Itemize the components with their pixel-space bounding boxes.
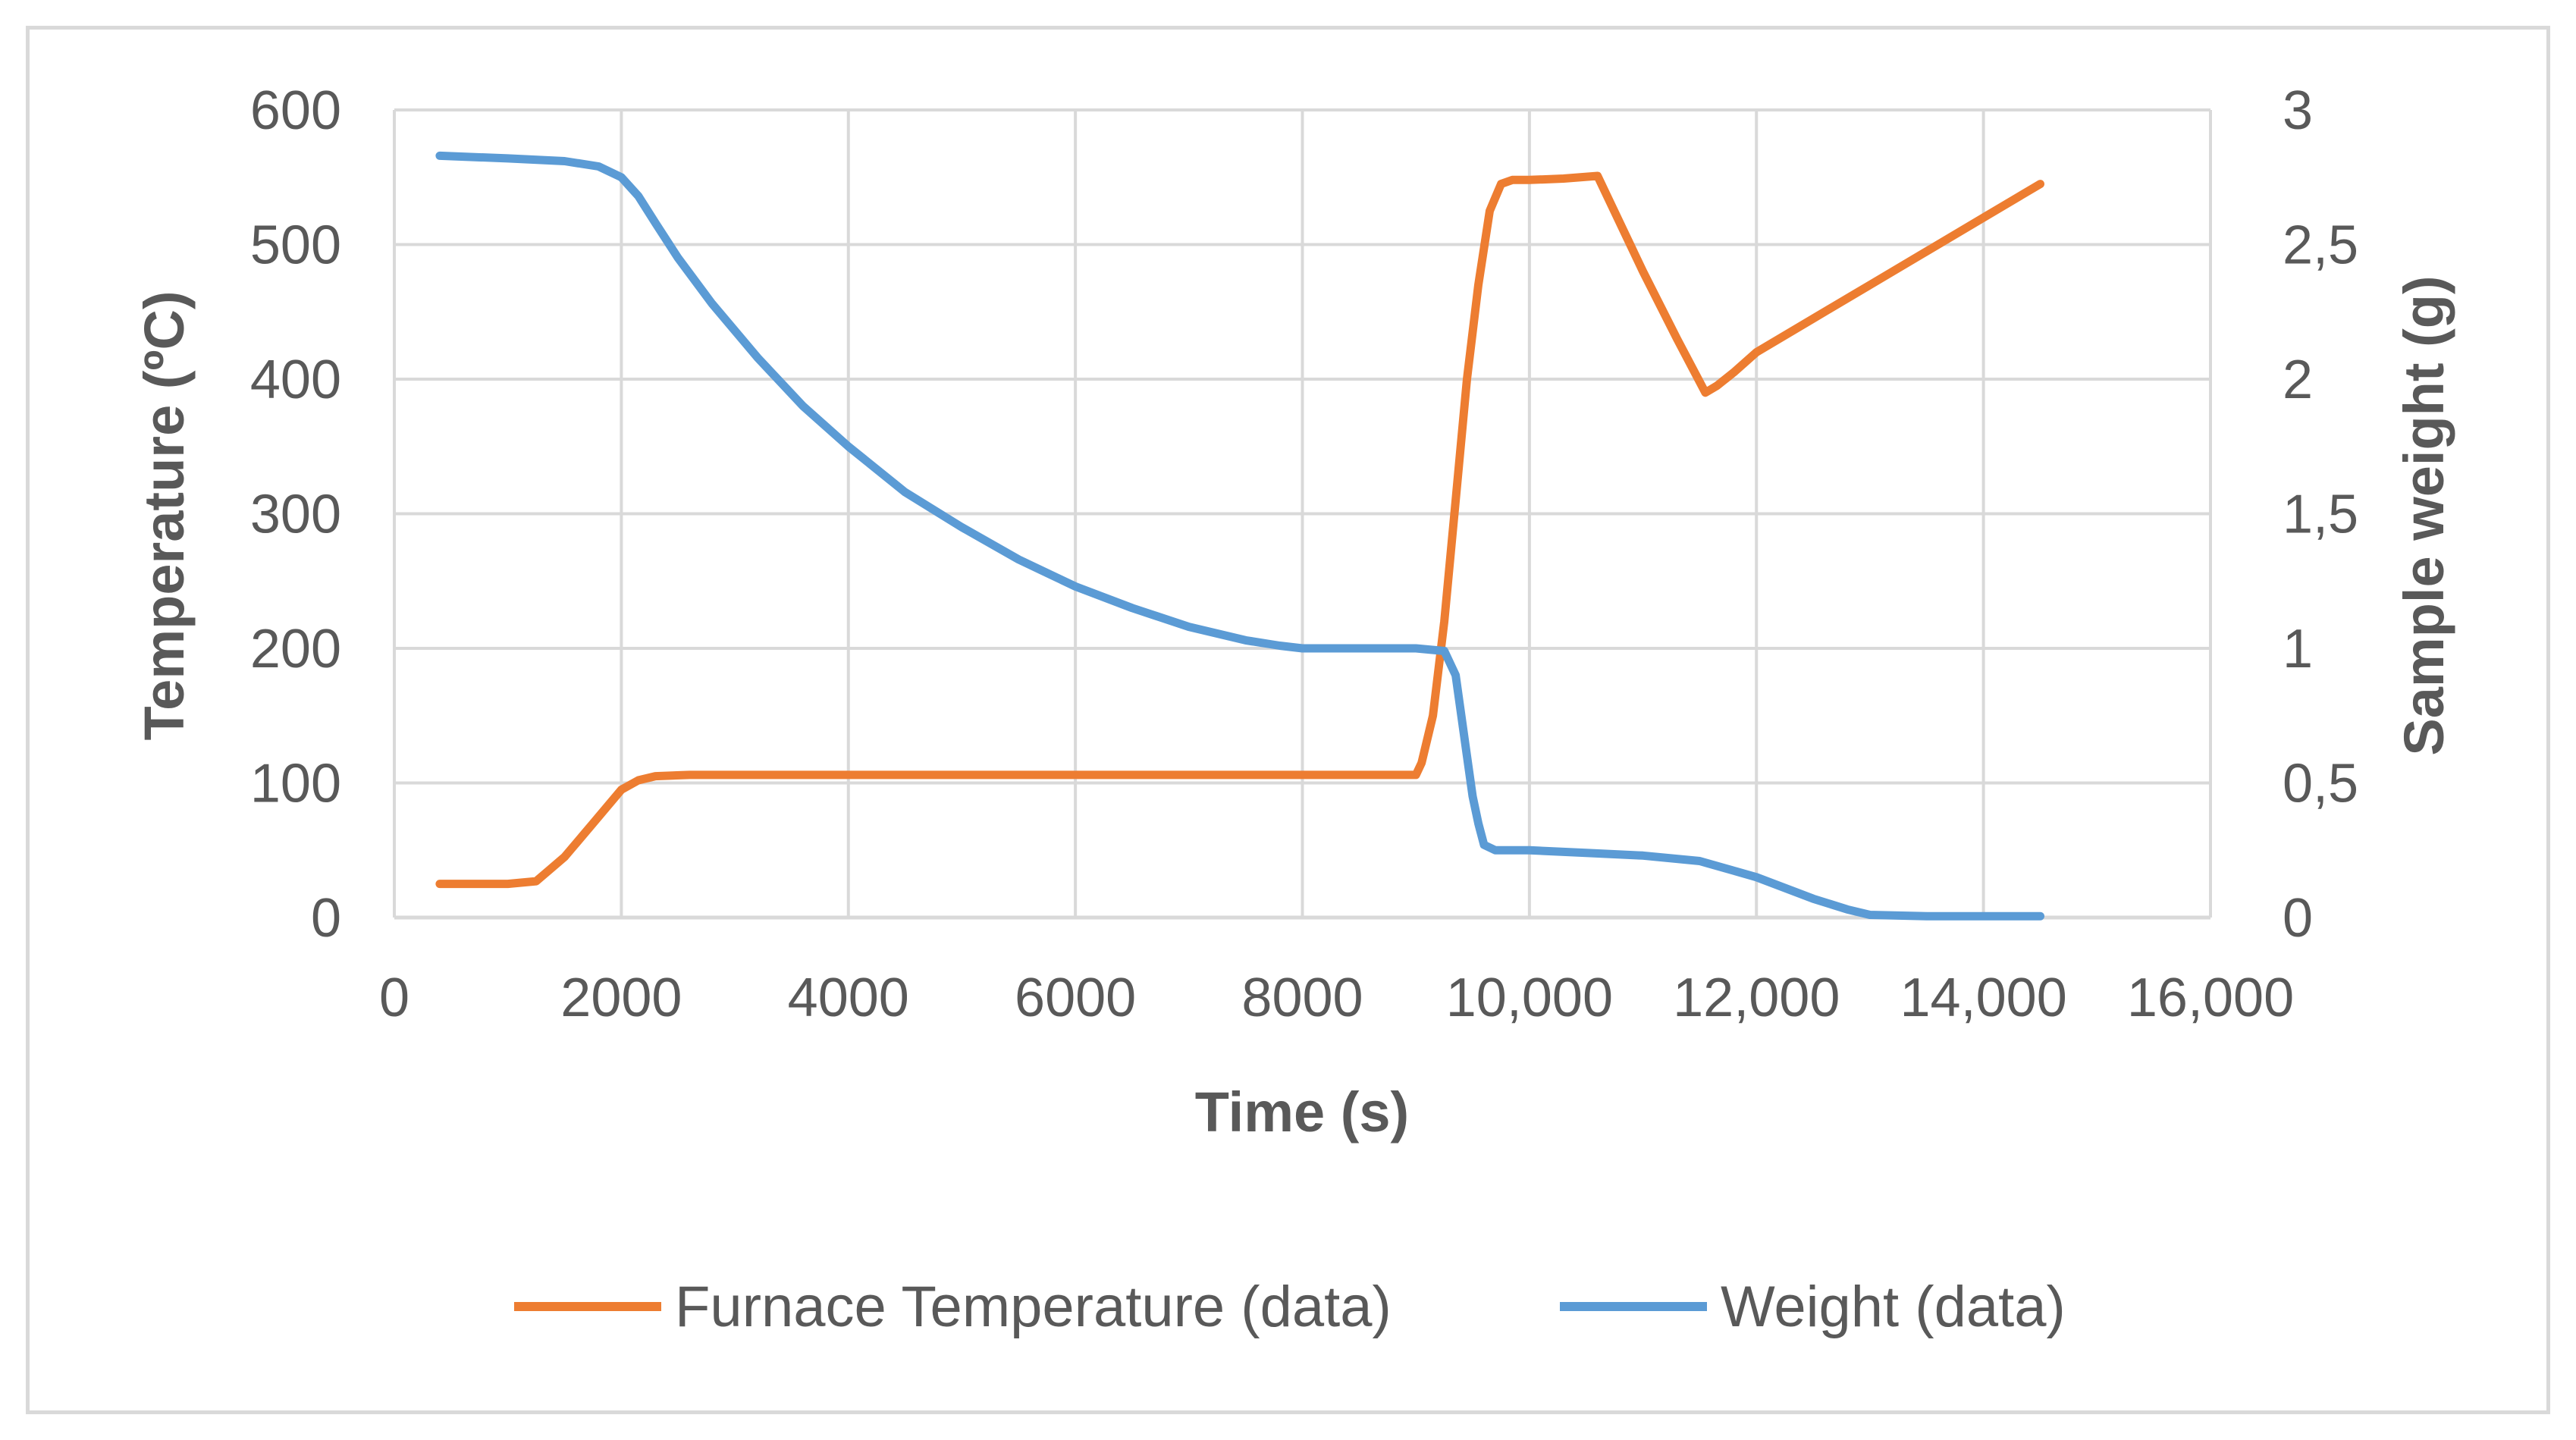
x-tick-label: 16,000 xyxy=(2127,968,2294,1028)
y-tick-label: 200 xyxy=(250,619,341,679)
x-tick-label: 14,000 xyxy=(1900,968,2067,1028)
y-tick-label: 0 xyxy=(311,888,341,949)
grid-lines xyxy=(393,108,2212,918)
x-tick-label: 4000 xyxy=(788,968,909,1028)
series-line-furnace-temperature xyxy=(435,171,2044,889)
y-tick-label: 400 xyxy=(250,350,341,410)
x-axis-title: Time (s) xyxy=(1195,1081,1409,1144)
y2-tick-label: 1 xyxy=(2283,619,2313,679)
y2-axis-title: Sample weight (g) xyxy=(2392,275,2455,755)
y2-tick-label: 0,5 xyxy=(2283,754,2358,814)
x-tick-label: 2000 xyxy=(560,968,682,1028)
x-tick-label: 10,000 xyxy=(1446,968,1613,1028)
chart-frame xyxy=(26,26,2550,1414)
legend-label-furnace-temperature: Furnace Temperature (data) xyxy=(675,1275,1392,1339)
x-tick-label: 8000 xyxy=(1241,968,1363,1028)
y-tick-label: 100 xyxy=(250,754,341,814)
y2-tick-label: 0 xyxy=(2283,888,2313,949)
series-lines xyxy=(435,151,2044,921)
legend: Furnace Temperature (data) Weight (data) xyxy=(514,1275,2066,1339)
y-tick-label: 600 xyxy=(250,80,341,141)
y2-tick-label: 3 xyxy=(2283,80,2313,141)
series-line-weight xyxy=(435,151,2044,921)
y2-tick-label: 1,5 xyxy=(2283,485,2358,545)
y-tick-label: 300 xyxy=(250,485,341,545)
x-tick-label: 0 xyxy=(379,968,409,1028)
y-tick-label: 500 xyxy=(250,215,341,276)
x-tick-label: 6000 xyxy=(1015,968,1136,1028)
x-tick-label: 12,000 xyxy=(1673,968,1840,1028)
y-axis-title: Temperature (ºC) xyxy=(133,290,196,740)
y2-tick-label: 2 xyxy=(2283,350,2313,410)
legend-label-weight: Weight (data) xyxy=(1721,1275,2066,1339)
y2-tick-label: 2,5 xyxy=(2283,215,2358,276)
